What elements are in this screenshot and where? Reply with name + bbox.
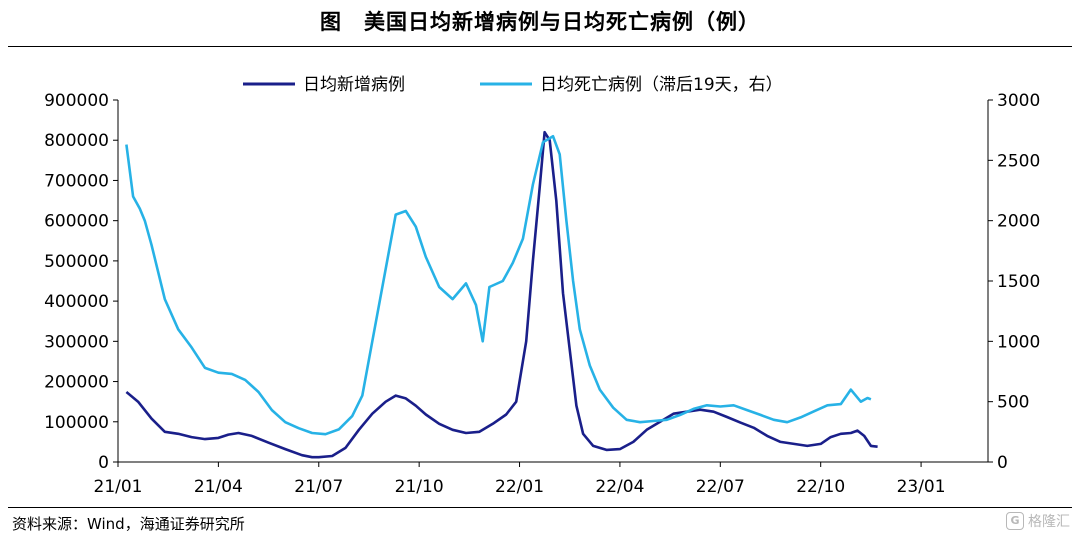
series-line-deaths	[125, 134, 872, 436]
x-tick-label: 22/10	[796, 477, 845, 497]
left-y-tick-label: 700000	[44, 171, 109, 191]
left-y-tick-label: 500000	[44, 252, 109, 272]
series-line-cases	[125, 130, 878, 459]
footer-rule	[8, 507, 1072, 508]
watermark-text: 格隆汇	[1028, 514, 1070, 530]
left-y-tick-label: 100000	[44, 413, 109, 433]
source-note: 资料来源：Wind，海通证券研究所	[12, 515, 245, 533]
right-y-tick-label: 500	[997, 393, 1029, 413]
x-tick-label: 21/01	[94, 477, 143, 497]
right-y-tick-label: 1000	[997, 332, 1040, 352]
left-y-tick-label: 900000	[44, 91, 109, 111]
x-tick-label: 23/01	[897, 477, 946, 497]
x-tick-label: 22/07	[696, 477, 745, 497]
right-y-tick-label: 0	[997, 453, 1008, 473]
right-y-tick-label: 2000	[997, 212, 1040, 232]
chart-title: 图 美国日均新增病例与日均死亡病例（例）	[320, 10, 760, 34]
x-tick-label: 21/04	[194, 477, 243, 497]
right-y-tick-label: 3000	[997, 91, 1040, 111]
left-y-tick-label: 300000	[44, 332, 109, 352]
right-y-tick-label: 2500	[997, 151, 1040, 171]
legend-cases-label: 日均新增病例	[303, 75, 405, 95]
left-y-tick-label: 0	[98, 453, 109, 473]
x-tick-label: 22/04	[595, 477, 644, 497]
legend-deaths-label: 日均死亡病例（滞后19天，右）	[540, 75, 783, 95]
left-y-tick-label: 800000	[44, 131, 109, 151]
title-rule	[8, 46, 1072, 47]
chart: 0 100000 200000 300000 400000 500000 600000 700…	[44, 75, 1040, 497]
x-tick-label: 22/01	[495, 477, 544, 497]
right-y-tick-label: 1500	[997, 272, 1040, 292]
left-y-tick-label: 200000	[44, 373, 109, 393]
left-y-tick-label: 600000	[44, 212, 109, 232]
x-tick-label: 21/07	[294, 477, 343, 497]
left-y-tick-label: 400000	[44, 292, 109, 312]
watermark: G 格隆汇	[1006, 511, 1070, 531]
x-tick-label: 21/10	[395, 477, 444, 497]
watermark-logo-icon: G	[1006, 512, 1024, 530]
